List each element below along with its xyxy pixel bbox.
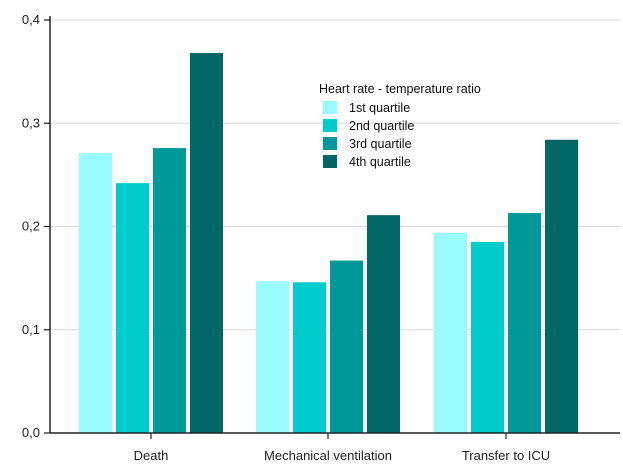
y-tick-label-3: 0,3 xyxy=(22,115,40,130)
bar-2-1 xyxy=(471,241,504,433)
legend-swatch-3 xyxy=(323,155,337,168)
y-tick-label-4: 0,4 xyxy=(22,12,40,27)
y-tick-label-2: 0,2 xyxy=(22,219,40,234)
y-tick-label-0: 0,0 xyxy=(22,425,40,440)
legend: Heart rate - temperature ratio 1st quart… xyxy=(319,82,481,169)
legend-label-2: 3rd quartile xyxy=(349,137,412,151)
bar-0-3 xyxy=(190,53,223,433)
bars xyxy=(79,53,578,433)
bar-1-0 xyxy=(256,281,289,433)
y-tick-label-1: 0,1 xyxy=(22,322,40,337)
y-ticks: 0,0 0,1 0,2 0,3 0,4 xyxy=(22,12,50,440)
bar-1-1 xyxy=(293,282,326,433)
x-tick-label-2: Transfer to ICU xyxy=(462,448,550,463)
legend-label-3: 4th quartile xyxy=(349,155,411,169)
axes xyxy=(49,16,620,434)
legend-label-0: 1st quartile xyxy=(349,101,410,115)
legend-swatch-1 xyxy=(323,119,337,132)
x-tick-label-0: Death xyxy=(134,448,169,463)
bar-1-2 xyxy=(330,260,363,433)
bar-2-2 xyxy=(508,213,541,433)
bar-0-1 xyxy=(116,183,149,433)
bar-2-0 xyxy=(434,232,467,433)
bar-0-2 xyxy=(153,148,186,433)
bar-2-3 xyxy=(545,139,578,433)
x-tick-label-1: Mechanical ventilation xyxy=(264,448,392,463)
x-ticks: Death Mechanical ventilation Transfer to I… xyxy=(134,433,550,463)
legend-label-1: 2nd quartile xyxy=(349,119,414,133)
legend-swatch-0 xyxy=(323,101,337,114)
bar-0-0 xyxy=(79,153,112,433)
legend-title: Heart rate - temperature ratio xyxy=(319,82,481,96)
bar-1-3 xyxy=(367,215,400,433)
legend-swatch-2 xyxy=(323,137,337,150)
